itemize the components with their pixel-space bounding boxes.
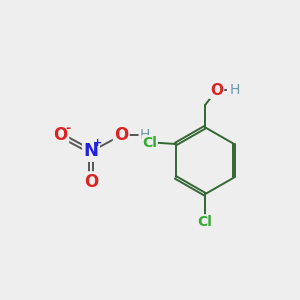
Text: O: O bbox=[210, 83, 223, 98]
Text: Cl: Cl bbox=[142, 136, 157, 150]
Text: O: O bbox=[114, 126, 128, 144]
Text: H: H bbox=[139, 128, 150, 142]
Text: N: N bbox=[83, 142, 98, 160]
Text: O: O bbox=[84, 172, 98, 190]
Text: -: - bbox=[65, 122, 70, 135]
Text: H: H bbox=[229, 83, 240, 97]
Text: +: + bbox=[93, 138, 102, 148]
Text: Cl: Cl bbox=[197, 215, 212, 229]
Text: O: O bbox=[54, 126, 68, 144]
